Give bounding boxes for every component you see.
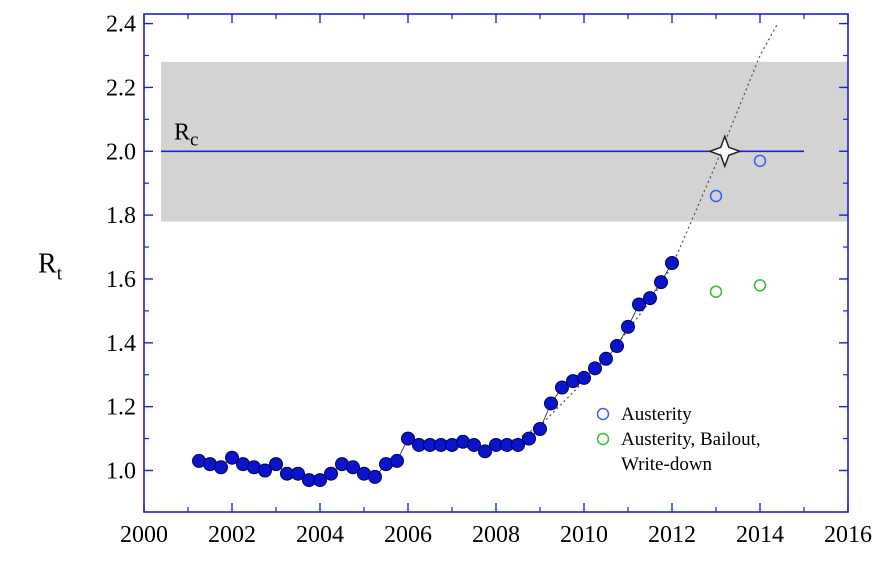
observed-point: [401, 431, 415, 446]
austerity-bailout-point: [753, 279, 767, 292]
observed-point: [588, 361, 602, 376]
observed-point: [511, 437, 525, 452]
x-tick-label: 2012: [648, 522, 696, 548]
x-tick-label: 2014: [736, 522, 784, 548]
legend-marker-austerity-bailout: [596, 432, 610, 446]
legend-label-austerity-bailout-line2: Write-down: [621, 454, 713, 475]
observed-series: [192, 256, 679, 488]
y-tick-label: 2.0: [106, 139, 136, 165]
y-tick-label: 1.8: [106, 203, 136, 229]
austerity-point: [709, 189, 723, 203]
austerity-bailout-point: [709, 285, 723, 298]
y-tick-label: 1.0: [106, 459, 136, 485]
y-ticks: 1.0 1.2 1.4 1.6 1.8 2.0 2.2 2.4: [106, 12, 848, 485]
observed-point: [214, 460, 228, 475]
observed-point: [665, 256, 679, 270]
observed-point: [368, 469, 382, 484]
x-tick-label: 2004: [296, 522, 344, 548]
x-tick-label: 2006: [384, 522, 432, 548]
y-axis-label-subscript: t: [57, 264, 63, 285]
legend: Austerity Austerity, Bailout, Write-down: [596, 404, 761, 475]
observed-point: [643, 291, 657, 306]
y-tick-label: 1.2: [106, 395, 136, 421]
x-tick-label: 2008: [472, 522, 520, 548]
observed-point: [555, 380, 569, 395]
observed-point: [291, 466, 305, 481]
critical-threshold-label: Rc: [174, 119, 198, 150]
rc-label-subscript: c: [190, 129, 198, 150]
y-tick-label: 2.4: [106, 12, 136, 38]
austerity-point: [753, 154, 767, 168]
y-axis-label-main: R: [38, 249, 57, 280]
rc-label-main: R: [174, 119, 190, 145]
y-tick-label: 1.4: [106, 331, 136, 357]
y-tick-label: 1.6: [106, 267, 136, 293]
observed-point: [225, 450, 239, 465]
observed-point: [544, 396, 558, 411]
x-ticks: 2000 2002 2004 2006 2008 2010 2012 2014 2016: [120, 14, 872, 548]
projection-series: [709, 154, 767, 298]
shaded-band: [161, 61, 848, 222]
observed-point: [533, 422, 547, 436]
observed-point: [621, 319, 635, 334]
observed-point: [522, 431, 536, 446]
observed-point: [467, 437, 481, 452]
critical-point-star-marker: [707, 134, 742, 169]
observed-point: [390, 453, 404, 468]
y-tick-label: 2.2: [106, 75, 136, 101]
x-tick-label: 2010: [560, 522, 608, 548]
legend-label-austerity: Austerity: [621, 404, 692, 425]
y-axis-label: Rt: [38, 249, 63, 285]
observed-point: [577, 370, 591, 385]
legend-label-austerity-bailout-line1: Austerity, Bailout,: [621, 429, 761, 450]
observed-point: [654, 275, 668, 290]
observed-point: [346, 460, 360, 475]
observed-point: [324, 466, 338, 481]
x-tick-label: 2000: [120, 522, 168, 548]
observed-point: [258, 463, 272, 478]
observed-point: [478, 444, 492, 459]
x-tick-label: 2002: [208, 522, 256, 548]
observed-point: [599, 351, 613, 366]
observed-point: [269, 457, 283, 472]
x-tick-label: 2016: [824, 522, 872, 548]
observed-point: [632, 297, 646, 312]
observed-point: [313, 473, 327, 488]
legend-marker-austerity: [596, 407, 610, 421]
observed-point: [610, 339, 624, 353]
